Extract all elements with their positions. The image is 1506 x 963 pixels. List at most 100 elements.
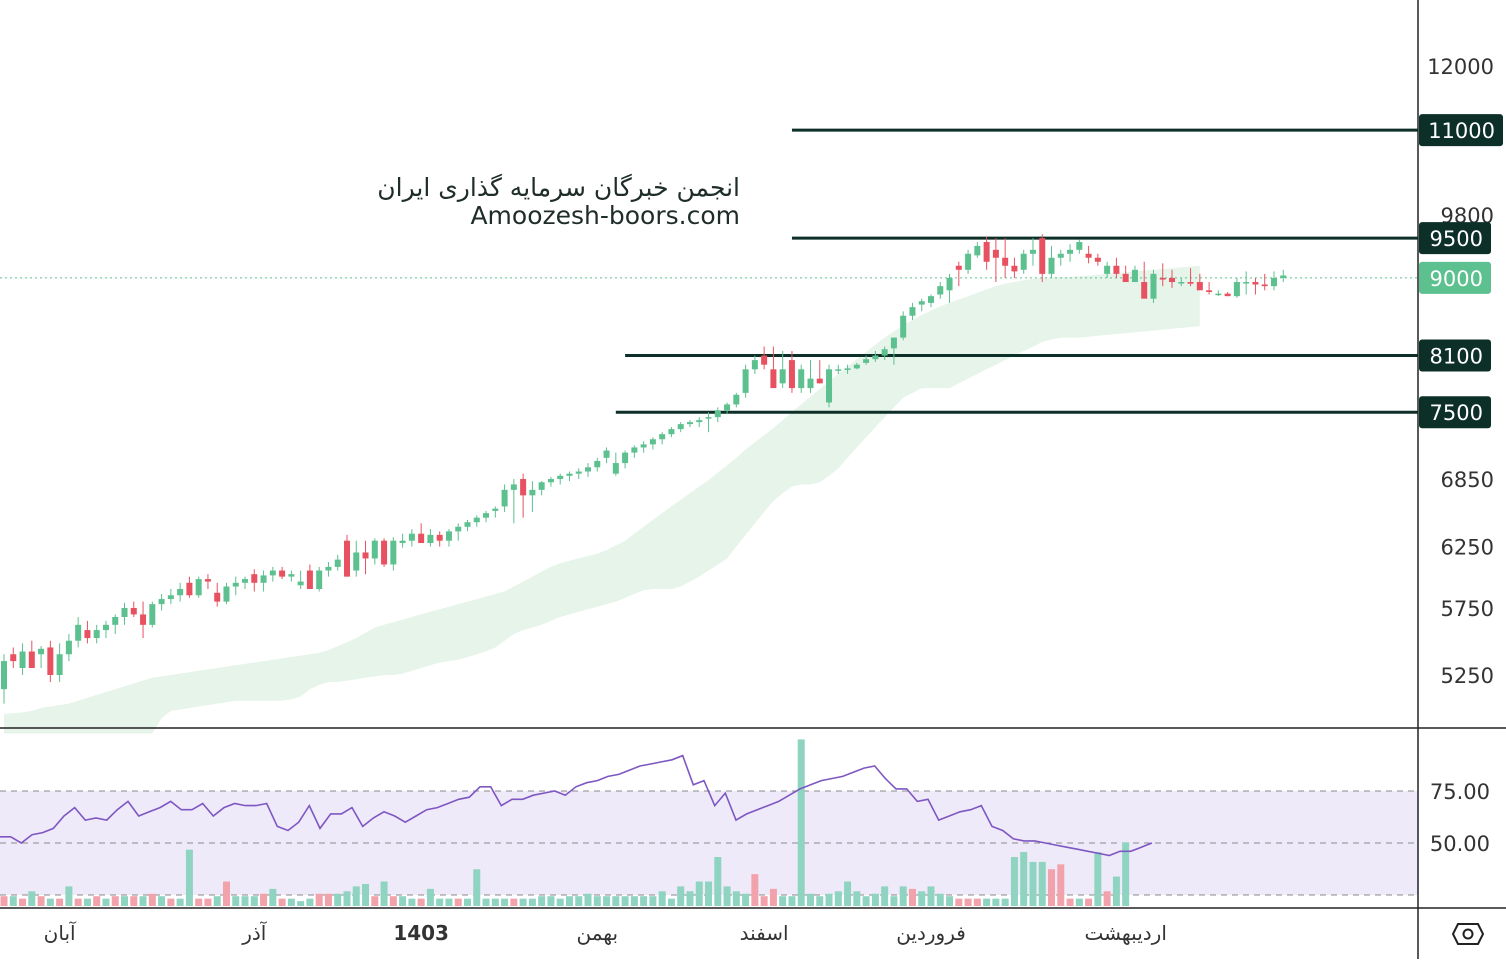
volume-bar: [890, 896, 898, 906]
volume-bar: [0, 896, 8, 906]
candle: [696, 417, 703, 428]
candle-body: [705, 417, 712, 419]
candle: [557, 473, 564, 485]
settings-button[interactable]: [1444, 912, 1492, 956]
candle: [1039, 234, 1046, 283]
level-badge-label: 9500: [1430, 227, 1483, 251]
candle-body: [668, 429, 675, 435]
volume-bar: [973, 898, 981, 906]
volume-bar: [408, 898, 416, 906]
candle-body: [19, 651, 26, 669]
volume-bar: [111, 896, 119, 906]
candle-body: [557, 475, 564, 480]
volume-bar: [1066, 898, 1074, 906]
candle-body: [974, 245, 981, 256]
candle: [918, 298, 925, 312]
candle-body: [631, 447, 638, 453]
candle-body: [102, 624, 109, 631]
volume-bar: [65, 886, 73, 906]
candle-body: [983, 241, 990, 262]
candle-body: [84, 630, 91, 639]
candle: [10, 647, 17, 669]
candle: [334, 554, 341, 571]
candle: [306, 564, 313, 590]
candle-body: [75, 624, 82, 641]
candle-body: [343, 540, 350, 577]
candle-body: [1141, 282, 1148, 299]
price-tick-label: 5250: [1441, 664, 1494, 688]
candle-body: [334, 559, 341, 567]
candle-body: [242, 579, 249, 583]
level-badge-bg: [1419, 114, 1503, 147]
candle: [1252, 277, 1259, 295]
candle: [1187, 268, 1194, 287]
volume-bar: [232, 896, 240, 906]
volume-bar: [825, 893, 833, 906]
candle-body: [1076, 241, 1083, 250]
candle: [38, 646, 45, 669]
volume-bar: [324, 893, 332, 906]
volume-bar: [918, 891, 926, 906]
time-tick-label: 1403: [393, 921, 449, 945]
candle-body: [167, 595, 174, 600]
candle-body: [918, 301, 925, 305]
candle: [390, 537, 397, 571]
volume-bar: [751, 874, 759, 906]
rsi-band: [0, 790, 1418, 896]
candle: [900, 311, 907, 341]
candle-body: [937, 286, 944, 295]
candle: [1113, 257, 1120, 278]
price-tick-label: 6850: [1441, 468, 1494, 492]
candle-body: [714, 410, 721, 418]
level-badge-bg: [1419, 261, 1491, 294]
candle: [649, 437, 656, 450]
volume-bar: [176, 898, 184, 906]
volume-bar: [964, 898, 972, 906]
candle-body: [93, 630, 100, 639]
rsi-line-path: [0, 754, 1153, 857]
volume-bar: [955, 898, 963, 906]
volume-bar: [742, 893, 750, 906]
candle-body: [483, 513, 490, 518]
rsi-line: [0, 754, 1153, 857]
candle: [1178, 277, 1185, 287]
candle: [232, 576, 239, 596]
candle-body: [529, 489, 536, 496]
candle: [955, 261, 962, 287]
candle: [130, 601, 137, 618]
volume-bar: [315, 893, 323, 906]
level-badge-label: 11000: [1428, 119, 1495, 143]
volume-bar: [1122, 842, 1130, 906]
candle-body: [464, 522, 471, 527]
candle: [158, 594, 165, 611]
level-badge-bg: [1419, 339, 1491, 372]
candle: [751, 355, 758, 374]
candle-body: [408, 533, 415, 541]
candle-body: [56, 654, 63, 675]
candle-body: [306, 570, 313, 590]
candle-body: [677, 424, 684, 430]
volume-bar: [297, 901, 305, 906]
candle-body: [325, 566, 332, 571]
volume-bar: [779, 896, 787, 906]
watermark: انجمن خبرگان سرمایه گذاری ایران Amoozesh…: [377, 173, 740, 230]
volume-bar: [677, 886, 685, 906]
candle-body: [733, 394, 740, 405]
volume-bar: [769, 888, 777, 906]
candle-body: [445, 531, 452, 541]
level-badge-8100: 8100: [1419, 339, 1491, 372]
candle: [223, 582, 230, 605]
volume-bar: [649, 896, 657, 906]
volume-bar: [371, 896, 379, 906]
candle: [538, 481, 545, 496]
candle-body: [594, 460, 601, 468]
candle-body: [659, 434, 666, 440]
candle-body: [38, 648, 45, 655]
volume-bar: [334, 893, 342, 906]
candle-body: [547, 479, 554, 483]
candle-body: [863, 359, 870, 363]
candle-body: [538, 482, 545, 490]
candle-body: [214, 592, 221, 602]
volume-bar: [1038, 861, 1046, 906]
